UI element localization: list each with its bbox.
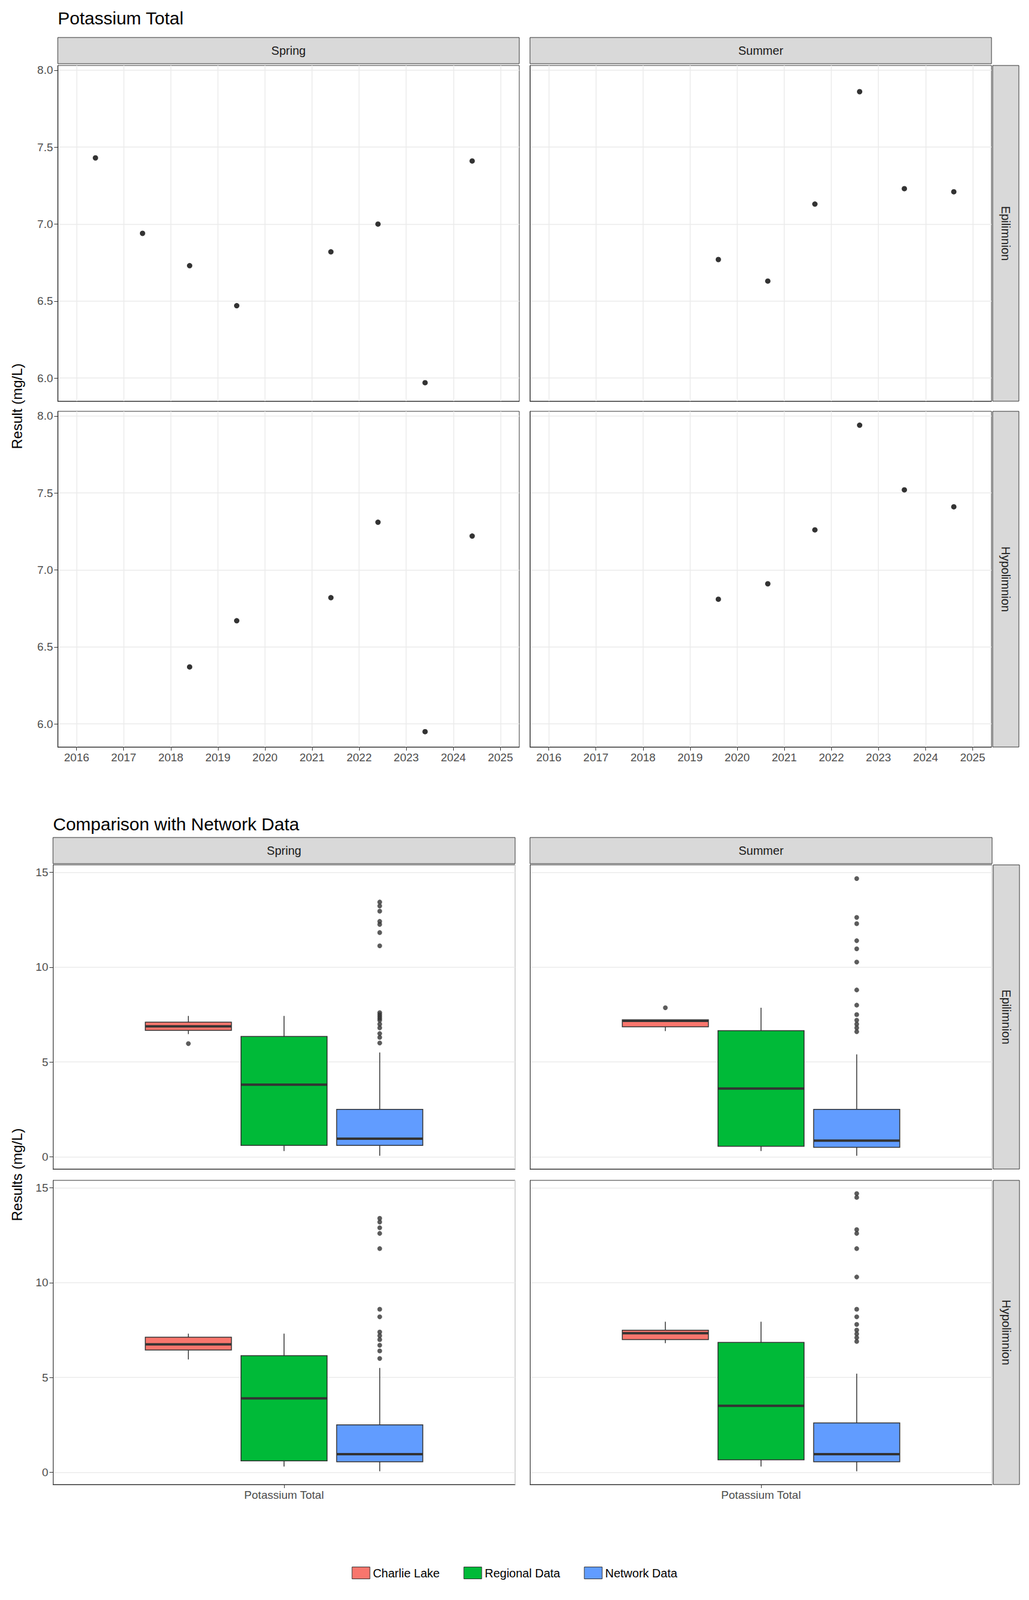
svg-text:7.0: 7.0 [37,563,53,577]
svg-text:6.0: 6.0 [37,372,53,385]
svg-text:7.0: 7.0 [37,217,53,231]
svg-text:2019: 2019 [677,751,703,765]
svg-text:Epilimnion: Epilimnion [999,206,1013,261]
svg-text:Summer: Summer [738,844,784,858]
svg-text:Epilimnion: Epilimnion [999,989,1013,1045]
svg-text:2020: 2020 [724,751,750,765]
svg-text:10: 10 [35,961,49,974]
svg-text:2023: 2023 [393,751,419,765]
svg-text:0: 0 [41,1151,49,1164]
svg-text:7.5: 7.5 [37,487,53,500]
svg-text:2017: 2017 [111,751,137,765]
svg-text:2016: 2016 [535,751,561,765]
svg-text:Potassium Total: Potassium Total [721,1489,801,1502]
svg-text:2022: 2022 [818,751,844,765]
svg-text:2023: 2023 [865,751,891,765]
svg-text:2024: 2024 [912,751,939,765]
svg-text:2018: 2018 [630,751,656,765]
svg-text:2020: 2020 [252,751,278,765]
svg-text:Spring: Spring [266,844,302,858]
svg-text:2017: 2017 [583,751,609,765]
svg-text:Spring: Spring [271,44,307,58]
svg-text:Potassium Total: Potassium Total [244,1489,324,1502]
svg-text:5: 5 [41,1372,49,1385]
svg-text:8.0: 8.0 [37,409,53,423]
svg-text:2019: 2019 [205,751,231,765]
svg-text:2018: 2018 [158,751,184,765]
svg-text:2024: 2024 [440,751,467,765]
svg-text:Hypolimnion: Hypolimnion [999,1299,1013,1366]
svg-text:6.5: 6.5 [37,640,53,654]
svg-text:5: 5 [41,1056,49,1069]
svg-text:2025: 2025 [959,751,985,765]
svg-text:0: 0 [41,1466,49,1480]
svg-text:2021: 2021 [299,751,325,765]
svg-text:6.5: 6.5 [37,294,53,308]
svg-text:7.5: 7.5 [37,141,53,154]
svg-text:Summer: Summer [738,44,784,58]
svg-text:Results (mg/L): Results (mg/L) [8,1128,26,1222]
svg-text:Comparison with Network Data: Comparison with Network Data [52,814,300,835]
svg-text:Hypolimnion: Hypolimnion [999,546,1013,613]
svg-text:2021: 2021 [771,751,797,765]
svg-text:Network Data: Network Data [605,1567,678,1581]
svg-text:15: 15 [35,866,49,879]
svg-text:8.0: 8.0 [37,63,53,77]
svg-text:10: 10 [35,1276,49,1290]
svg-text:Regional Data: Regional Data [484,1567,561,1581]
svg-text:6.0: 6.0 [37,718,53,731]
svg-text:2025: 2025 [487,751,513,765]
svg-text:Charlie Lake: Charlie Lake [372,1567,440,1581]
svg-text:2022: 2022 [346,751,372,765]
svg-text:15: 15 [35,1182,49,1195]
svg-text:Potassium Total: Potassium Total [57,8,184,28]
svg-text:2016: 2016 [63,751,89,765]
svg-text:Result (mg/L): Result (mg/L) [8,363,26,449]
